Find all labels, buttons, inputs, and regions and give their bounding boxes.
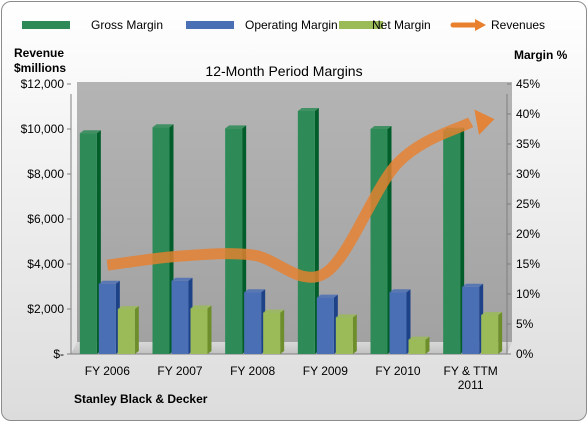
bars (79, 108, 503, 355)
left-tick-label: $- (53, 347, 64, 361)
bar-operating-margin (244, 292, 262, 354)
bar-top (316, 294, 338, 298)
left-tick-label: $10,000 (21, 122, 65, 136)
right-tick-label: 25% (516, 197, 540, 211)
bar-net-margin (263, 312, 281, 354)
bar-side (134, 306, 139, 354)
bar-side (207, 305, 212, 354)
category-axis: FY 2006 FY 2007 FY 2008 FY 2009 FY 2010 FY & … (85, 364, 498, 392)
category-label: 2011 (458, 378, 484, 392)
category-label: FY & TTM (444, 364, 498, 378)
category-label: FY 2006 (85, 364, 130, 378)
bar-net-margin (408, 339, 426, 354)
legend-swatch-operating (186, 21, 234, 29)
right-tick-label: 30% (516, 167, 540, 181)
bar-top (117, 306, 139, 309)
bar-net-margin (481, 315, 499, 354)
left-axis-label-line1: Revenue (14, 46, 64, 60)
category-label: FY 2008 (230, 364, 275, 378)
legend-label-revenues: Revenues (491, 18, 545, 32)
bar-side (425, 336, 430, 354)
left-tick-label: $6,000 (27, 212, 64, 226)
bar-side (498, 312, 503, 354)
bar-gross-margin (297, 111, 315, 354)
left-axis-label-line2: $millions (14, 61, 66, 75)
bar-top (225, 125, 247, 129)
category-label: FY 2009 (303, 364, 348, 378)
bar-top (389, 289, 411, 293)
bar-top (98, 280, 120, 284)
bar-operating-margin (316, 297, 334, 354)
bar-side (352, 314, 357, 354)
bar-side (280, 309, 285, 354)
bar-top (79, 130, 101, 134)
right-axis: 0% 5% 10% 15% 20% 25% 30% 35% 40% 45% (507, 77, 540, 361)
bar-net-margin (335, 317, 353, 354)
bar-top (370, 126, 392, 129)
legend-label-operating: Operating Margin (245, 18, 338, 32)
bar-top (171, 277, 193, 281)
bar-side (314, 108, 319, 354)
bar-operating-margin (389, 292, 407, 354)
legend-arrow-revenues (450, 19, 486, 31)
revenue-line-path (106, 117, 474, 283)
right-axis-label: Margin % (514, 48, 568, 62)
right-tick-label: 5% (516, 317, 534, 331)
bar-gross-margin (370, 129, 388, 354)
right-tick-label: 45% (516, 77, 540, 91)
legend: Gross Margin Operating Margin Net Margin… (22, 18, 545, 32)
bar-operating-margin (98, 283, 116, 354)
company-name: Stanley Black & Decker (74, 392, 208, 406)
bar-net-margin (117, 309, 135, 354)
right-tick-label: 35% (516, 137, 540, 151)
chart-title: 12-Month Period Margins (205, 63, 362, 79)
bar-net-margin (190, 308, 208, 354)
bar-gross-margin (152, 127, 170, 354)
right-tick-label: 40% (516, 107, 540, 121)
bar-top (244, 289, 266, 293)
bar-top (190, 305, 212, 309)
bar-operating-margin (462, 286, 480, 354)
plot-area (77, 82, 512, 342)
right-tick-label: 20% (516, 227, 540, 241)
category-label: FY 2007 (157, 364, 202, 378)
bar-top (462, 283, 484, 287)
left-tick-label: $4,000 (27, 257, 64, 271)
bar-gross-margin (225, 128, 243, 354)
bar-top (152, 124, 174, 128)
left-tick-label: $8,000 (27, 167, 64, 181)
right-tick-label: 15% (516, 257, 540, 271)
legend-label-net: Net Margin (372, 18, 431, 32)
bar-side (406, 289, 411, 354)
bar-gross-margin (79, 133, 97, 354)
bar-gross-margin (443, 130, 461, 354)
revenue-line (106, 109, 495, 283)
left-axis: $- $2,000 $4,000 $6,000 $8,000 $10,000 $12,000 (21, 77, 71, 361)
right-tick-label: 10% (516, 287, 540, 301)
bar-top (297, 108, 319, 111)
legend-label-gross: Gross Margin (91, 18, 163, 32)
bar-top (408, 336, 430, 340)
bar-operating-margin (171, 280, 189, 354)
bar-top (335, 314, 357, 318)
legend-swatch-net (339, 21, 383, 29)
right-tick-label: 0% (516, 347, 534, 361)
bar-top (481, 312, 503, 315)
legend-swatch-gross (22, 21, 70, 29)
revenue-arrowhead (474, 109, 495, 136)
bar-top (263, 309, 285, 313)
left-tick-label: $12,000 (21, 77, 65, 91)
left-tick-label: $2,000 (27, 302, 64, 316)
category-label: FY 2010 (375, 364, 420, 378)
